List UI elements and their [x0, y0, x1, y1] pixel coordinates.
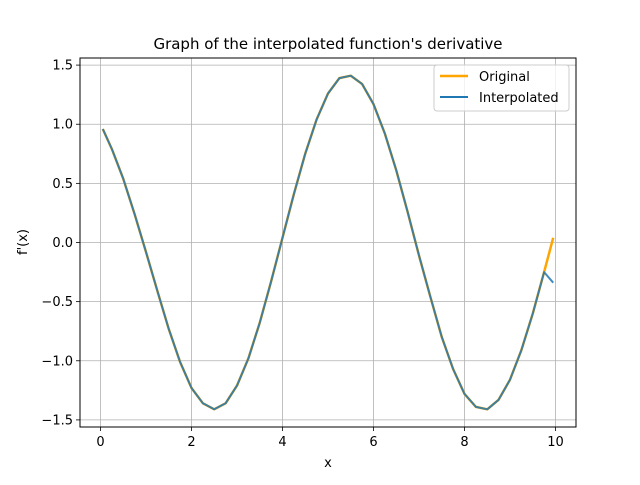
x-tick-label: 6 — [369, 435, 377, 450]
x-axis-label: x — [324, 456, 332, 471]
y-tick-label: 0.0 — [52, 236, 73, 251]
legend: Original Interpolated — [433, 64, 570, 112]
y-tick-label: 0.5 — [52, 177, 73, 192]
legend-label-interpolated: Interpolated — [479, 91, 559, 106]
y-axis-label: f'(x) — [16, 229, 31, 255]
x-tick-label: 4 — [278, 435, 286, 450]
y-tick-label: −0.5 — [41, 295, 73, 310]
y-tick-label: 1.5 — [52, 59, 73, 74]
y-tick-label: 1.0 — [52, 118, 73, 133]
series-line-interpolated — [101, 74, 554, 411]
chart-title: Graph of the interpolated function's der… — [153, 35, 502, 53]
x-tick-label: 0 — [96, 435, 104, 450]
legend-label-original: Original — [479, 70, 530, 85]
x-tick-label: 10 — [547, 435, 564, 450]
ticks: 0 2 4 6 8 10 −1.5 −1.0 −0.5 0.0 0.5 1.0 1.5 — [41, 59, 563, 450]
series-layer — [101, 74, 555, 411]
grid — [80, 58, 576, 427]
x-tick-label: 8 — [460, 435, 468, 450]
x-tick-label: 2 — [187, 435, 195, 450]
y-tick-label: −1.5 — [41, 413, 73, 428]
y-tick-label: −1.0 — [41, 354, 73, 369]
